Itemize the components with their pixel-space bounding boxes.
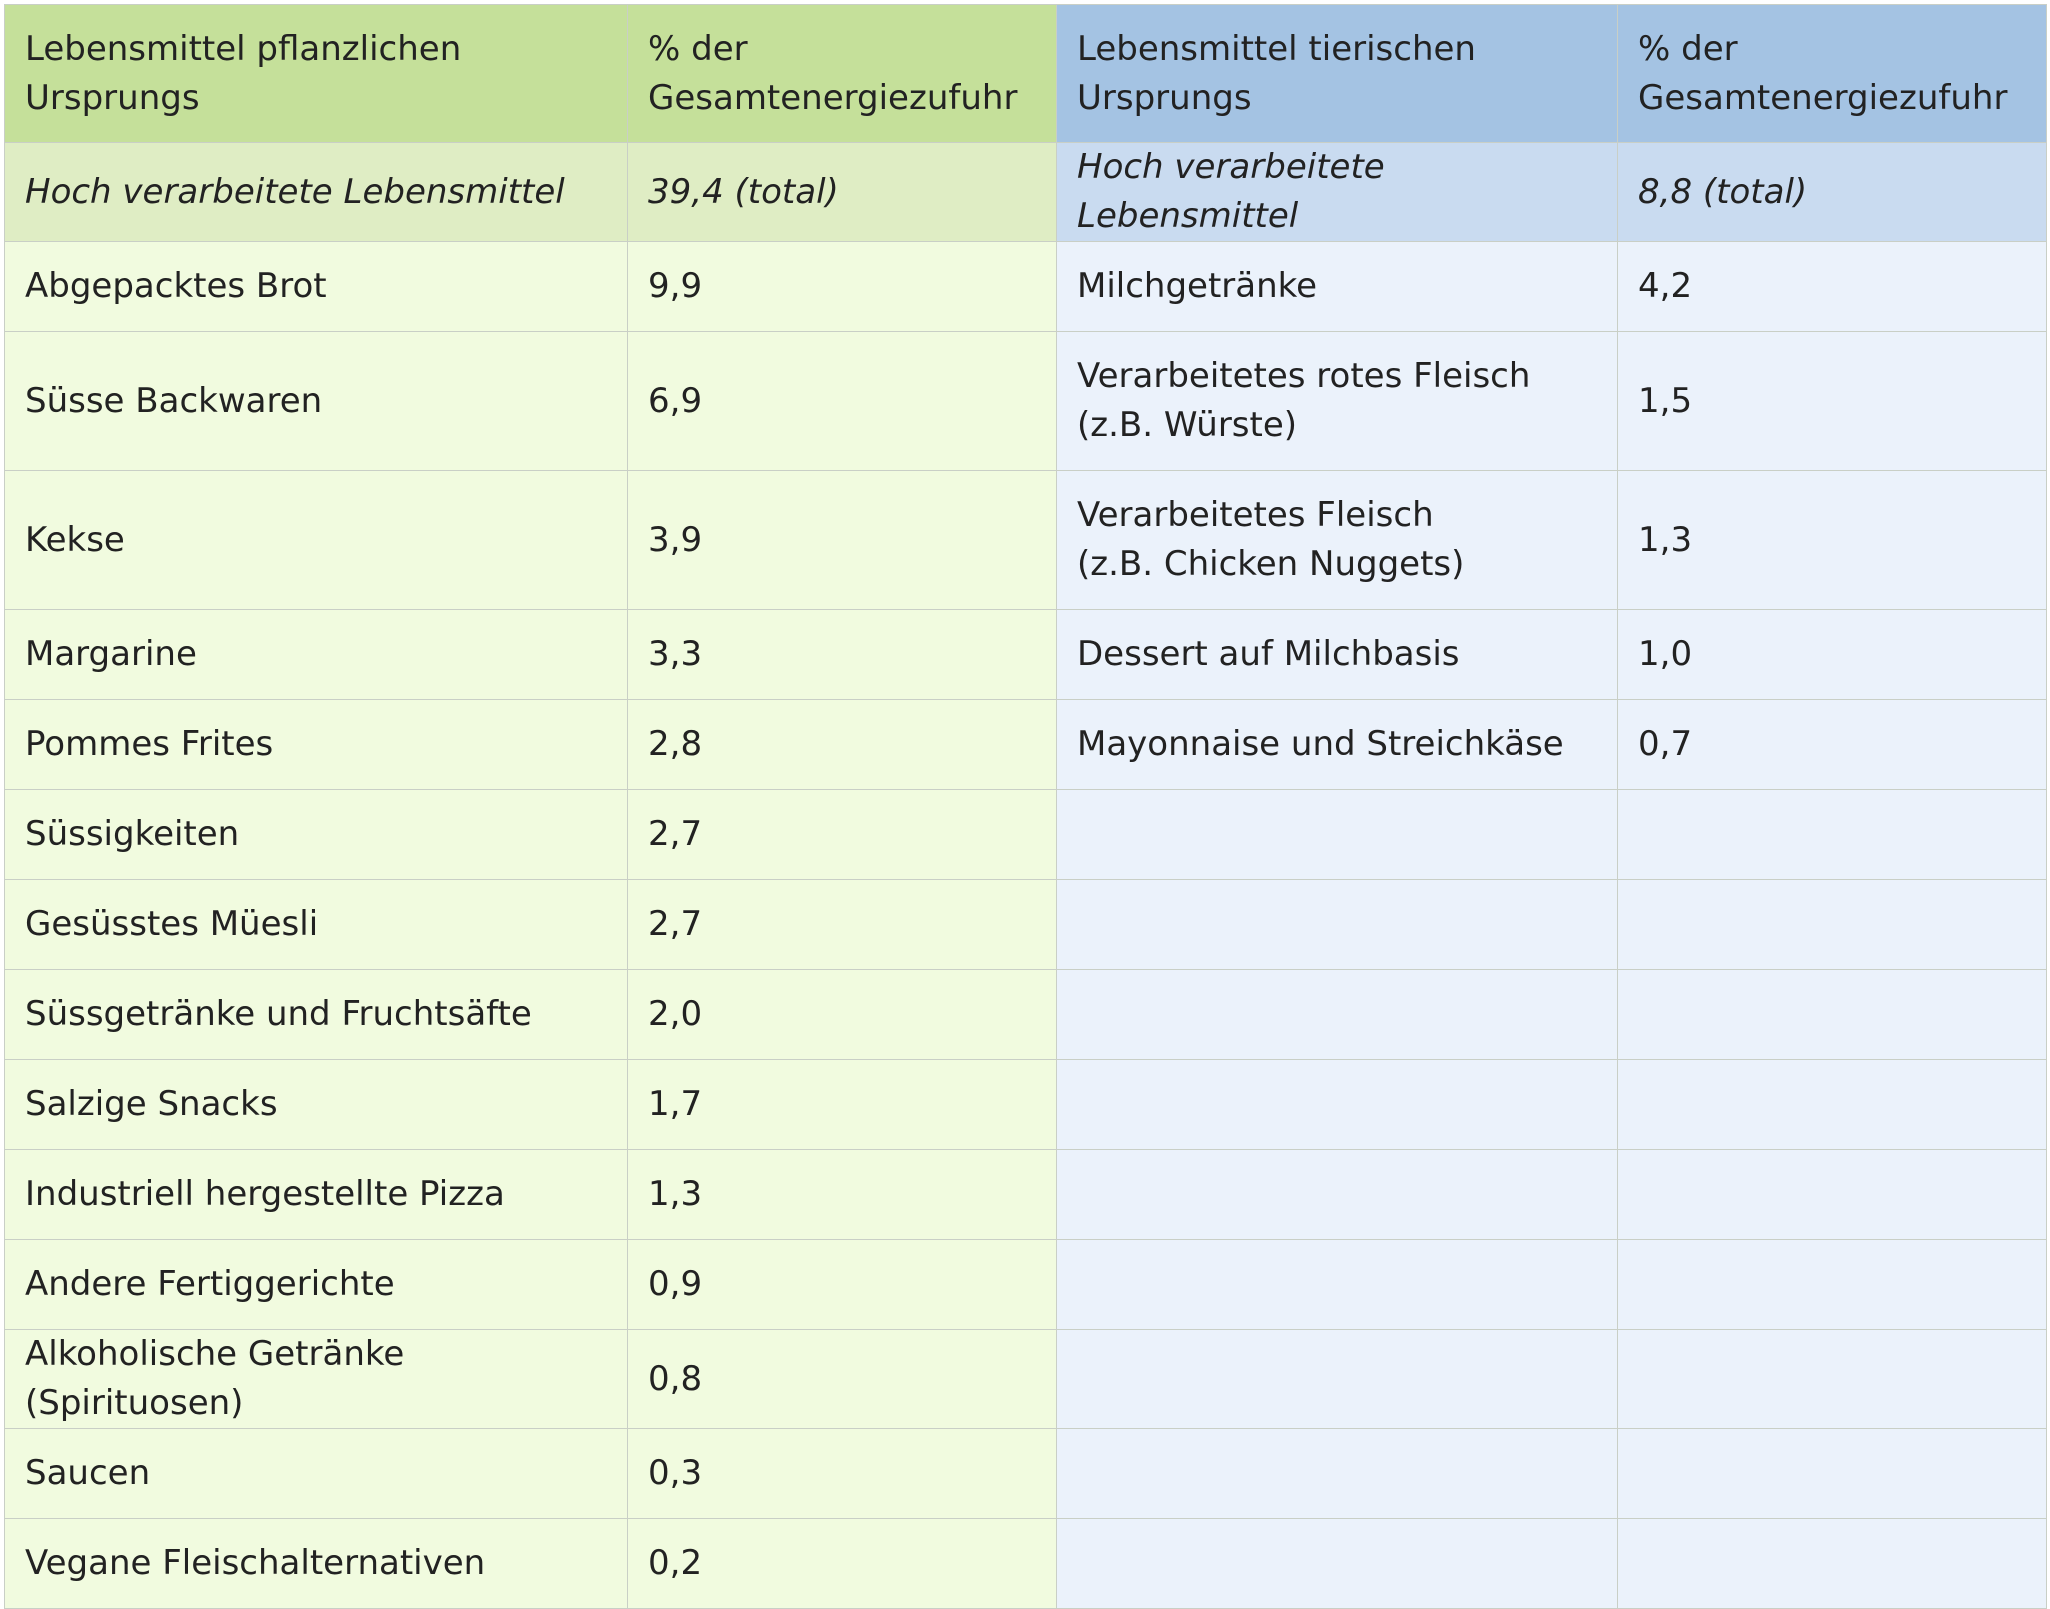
animal-food-cell: Verarbeitetes rotes Fleisch (z.B. Würste… [1056,331,1618,471]
plant-food-cell: Süssgetränke und Fruchtsäfte [4,969,628,1060]
animal-food-cell [1056,1428,1618,1519]
plant-food-cell: Salzige Snacks [4,1059,628,1150]
animal-value-cell: 4,2 [1617,241,2047,332]
animal-value-cell [1617,1518,2047,1609]
plant-value-cell: 0,2 [627,1518,1057,1609]
animal-value-cell: 1,0 [1617,609,2047,700]
subheader-plant-value: 39,4 (total) [627,142,1057,242]
plant-value-cell: 2,7 [627,789,1057,880]
plant-value-cell: 6,9 [627,331,1057,471]
table-row: Alkoholische Getränke (Spirituosen) 0,8 [4,1329,2047,1429]
plant-value-cell: 2,0 [627,969,1057,1060]
table-row: Süssigkeiten 2,7 [4,789,2047,880]
plant-value-cell: 0,8 [627,1329,1057,1429]
subheader-animal-label: Hoch verarbeitete Lebensmittel [1056,142,1618,242]
header-animal-percent: % der Gesamtenergiezufuhr [1617,4,2047,143]
animal-food-cell [1056,969,1618,1060]
table-row: Salzige Snacks 1,7 [4,1059,2047,1150]
plant-value-cell: 3,3 [627,609,1057,700]
animal-food-cell: Mayonnaise und Streichkäse [1056,699,1618,790]
animal-food-cell: Verarbeitetes Fleisch (z.B. Chicken Nugg… [1056,470,1618,610]
header-row: Lebensmittel pflanzlichen Ursprungs % de… [4,4,2047,143]
header-plant-label: Lebensmittel pflanzlichen Ursprungs [4,4,628,143]
plant-food-cell: Pommes Frites [4,699,628,790]
table-container: Lebensmittel pflanzlichen Ursprungs % de… [4,4,2047,1609]
table-row: Gesüsstes Müesli 2,7 [4,879,2047,970]
plant-value-cell: 3,9 [627,470,1057,610]
animal-value-cell [1617,1329,2047,1429]
animal-value-cell [1617,1239,2047,1330]
table-row: Margarine 3,3 Dessert auf Milchbasis 1,0 [4,609,2047,700]
subheader-row: Hoch verarbeitete Lebensmittel 39,4 (tot… [4,142,2047,242]
plant-value-cell: 1,3 [627,1149,1057,1240]
table-row: Kekse 3,9 Verarbeitetes Fleisch (z.B. Ch… [4,470,2047,610]
animal-value-cell [1617,1059,2047,1150]
animal-value-cell [1617,969,2047,1060]
plant-value-cell: 0,3 [627,1428,1057,1519]
animal-value-cell [1617,879,2047,970]
table-row: Süsse Backwaren 6,9 Verarbeitetes rotes … [4,331,2047,471]
table-row: Industriell hergestellte Pizza 1,3 [4,1149,2047,1240]
animal-value-cell: 1,3 [1617,470,2047,610]
animal-food-cell [1056,1239,1618,1330]
table-row: Vegane Fleischalternativen 0,2 [4,1518,2047,1609]
plant-food-cell: Andere Fertiggerichte [4,1239,628,1330]
plant-food-cell: Süsse Backwaren [4,331,628,471]
animal-food-cell [1056,1329,1618,1429]
table-row: Andere Fertiggerichte 0,9 [4,1239,2047,1330]
animal-value-cell [1617,789,2047,880]
animal-value-cell: 1,5 [1617,331,2047,471]
plant-food-cell: Abgepacktes Brot [4,241,628,332]
animal-food-cell: Dessert auf Milchbasis [1056,609,1618,700]
table-row: Saucen 0,3 [4,1428,2047,1519]
header-animal-label: Lebensmittel tierischen Ursprungs [1056,4,1618,143]
animal-value-cell [1617,1428,2047,1519]
plant-value-cell: 9,9 [627,241,1057,332]
plant-value-cell: 0,9 [627,1239,1057,1330]
animal-value-cell [1617,1149,2047,1240]
subheader-animal-value: 8,8 (total) [1617,142,2047,242]
subheader-plant-label: Hoch verarbeitete Lebensmittel [4,142,628,242]
table-row: Abgepacktes Brot 9,9 Milchgetränke 4,2 [4,241,2047,332]
plant-food-cell: Alkoholische Getränke (Spirituosen) [4,1329,628,1429]
table-row: Süssgetränke und Fruchtsäfte 2,0 [4,969,2047,1060]
plant-food-cell: Industriell hergestellte Pizza [4,1149,628,1240]
animal-food-cell [1056,1059,1618,1150]
plant-food-cell: Margarine [4,609,628,700]
animal-food-cell [1056,879,1618,970]
animal-value-cell: 0,7 [1617,699,2047,790]
plant-food-cell: Gesüsstes Müesli [4,879,628,970]
animal-food-cell [1056,1518,1618,1609]
table-row: Pommes Frites 2,8 Mayonnaise und Streich… [4,699,2047,790]
plant-value-cell: 2,7 [627,879,1057,970]
plant-food-cell: Vegane Fleischalternativen [4,1518,628,1609]
animal-food-cell [1056,789,1618,880]
plant-food-cell: Süssigkeiten [4,789,628,880]
plant-food-cell: Kekse [4,470,628,610]
plant-value-cell: 1,7 [627,1059,1057,1150]
energy-intake-table: Lebensmittel pflanzlichen Ursprungs % de… [4,4,2047,1609]
plant-food-cell: Saucen [4,1428,628,1519]
animal-food-cell [1056,1149,1618,1240]
plant-value-cell: 2,8 [627,699,1057,790]
animal-food-cell: Milchgetränke [1056,241,1618,332]
header-plant-percent: % der Gesamtenergiezufuhr [627,4,1057,143]
